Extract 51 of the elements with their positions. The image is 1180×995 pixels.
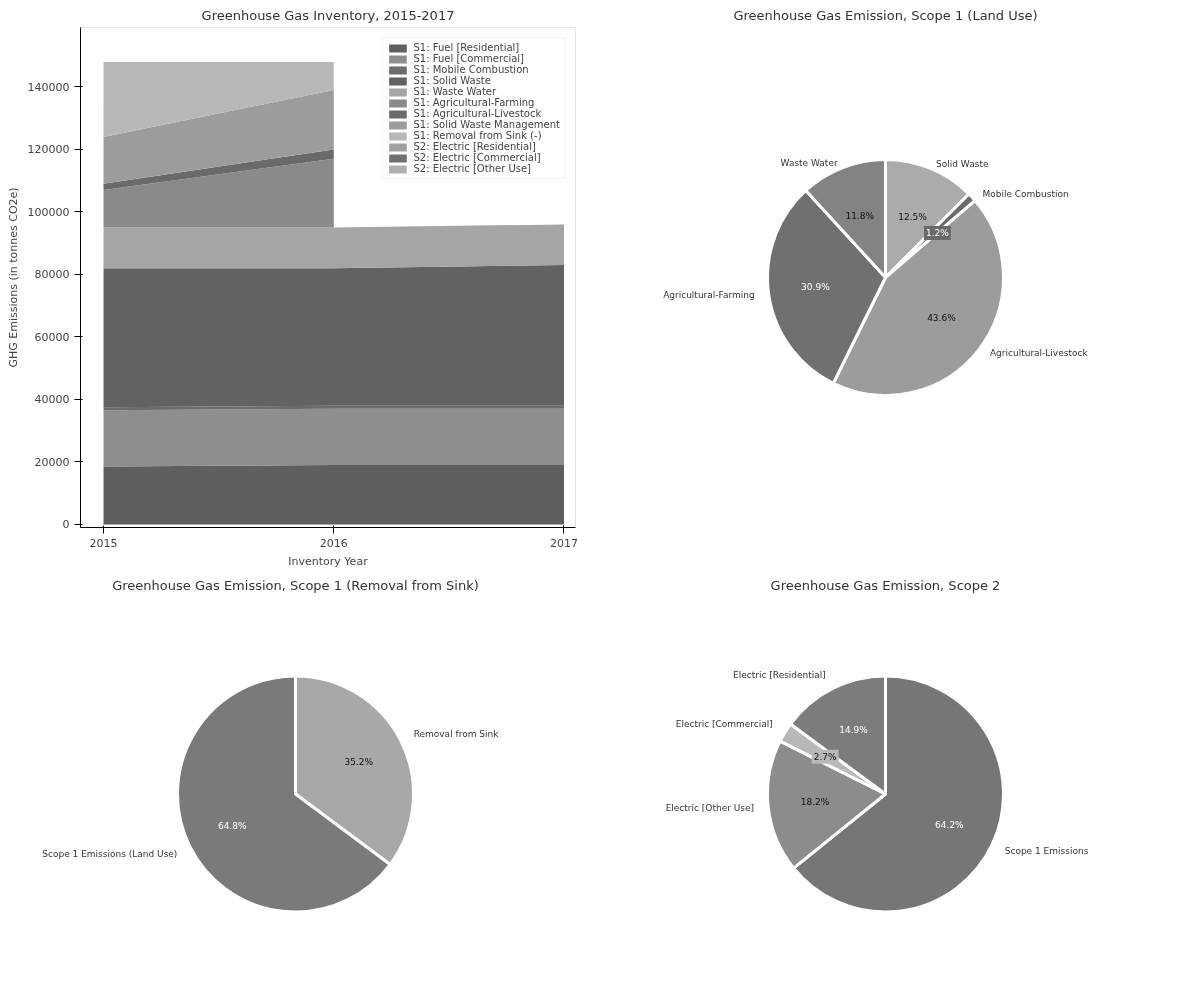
data-label: 14.9%	[839, 725, 869, 736]
data-label: 12.5%	[898, 211, 928, 222]
x-tick-label: 2016	[319, 536, 348, 550]
y-tick-label: 100000	[27, 205, 70, 219]
y-tick-label: 120000	[27, 143, 70, 157]
data-label: 2.7%	[813, 751, 838, 762]
legend-label: S2: Electric [Commercial]	[413, 152, 541, 163]
slice-label: Solid Waste	[936, 159, 989, 170]
legend-label: S1: Fuel [Residential]	[413, 42, 520, 53]
slice-label: Electric [Residential]	[733, 670, 826, 681]
chart-title: Greenhouse Gas Emission, Scope 1 (Land Use)	[733, 7, 1038, 23]
data-label: 1.2%	[925, 227, 950, 238]
y-tick-label: 0	[62, 518, 70, 532]
chart-title: Greenhouse Gas Emission, Scope 2	[770, 577, 1001, 593]
legend-label: S1: Agricultural-Farming	[413, 97, 535, 108]
y-tick-label: 20000	[34, 455, 70, 469]
data-label: 11.8%	[845, 211, 875, 222]
legend-label: S2: Electric [Residential]	[413, 141, 536, 152]
slice-label: Electric [Commercial]	[675, 719, 773, 730]
chart-title: Greenhouse Gas Emission, Scope 1 (Removal from Sink)	[112, 577, 479, 593]
y-tick-label: 80000	[34, 268, 70, 282]
slice-label: Scope 1 Emissions	[1004, 846, 1089, 857]
legend-label: S1: Waste Water	[413, 86, 497, 97]
slice-label: Electric [Other Use]	[665, 803, 755, 814]
x-tick-label: 2015	[89, 536, 118, 550]
legend-label: S1: Solid Waste	[413, 75, 491, 86]
slice-label: Agricultural-Farming	[663, 289, 755, 300]
y-tick-label: 60000	[34, 330, 70, 344]
legend-label: S1: Solid Waste Management	[413, 119, 560, 130]
legend-label: S1: Mobile Combustion	[413, 64, 529, 75]
y-tick-label: 140000	[27, 80, 70, 94]
chart-title: Greenhouse Gas Inventory, 2015-2017	[201, 7, 455, 23]
slice-label: Mobile Combustion	[982, 189, 1069, 200]
legend-label: S1: Removal from Sink (-)	[413, 130, 542, 141]
data-label: 30.9%	[801, 281, 831, 292]
y-axis-title: GHG Emissions (in tonnes CO2e)	[6, 187, 20, 368]
x-tick-label: 2017	[549, 536, 578, 550]
slice-label: Waste Water	[780, 158, 838, 169]
data-label: 64.8%	[217, 820, 247, 831]
slice-label: Agricultural-Livestock	[989, 347, 1089, 358]
x-axis-title: Inventory Year	[288, 554, 369, 568]
legend-label: S2: Electric [Other Use]	[413, 163, 532, 174]
data-label: 43.6%	[927, 312, 957, 323]
data-label: 18.2%	[800, 796, 830, 807]
legend-label: S1: Agricultural-Livestock	[413, 108, 542, 119]
slice-label: Removal from Sink	[413, 729, 500, 740]
slice-label: Scope 1 Emissions (Land Use)	[42, 848, 178, 859]
y-tick-label: 40000	[34, 393, 70, 407]
legend-label: S1: Fuel [Commercial]	[413, 53, 524, 64]
data-label: 35.2%	[344, 757, 374, 768]
data-label: 64.2%	[935, 819, 965, 830]
